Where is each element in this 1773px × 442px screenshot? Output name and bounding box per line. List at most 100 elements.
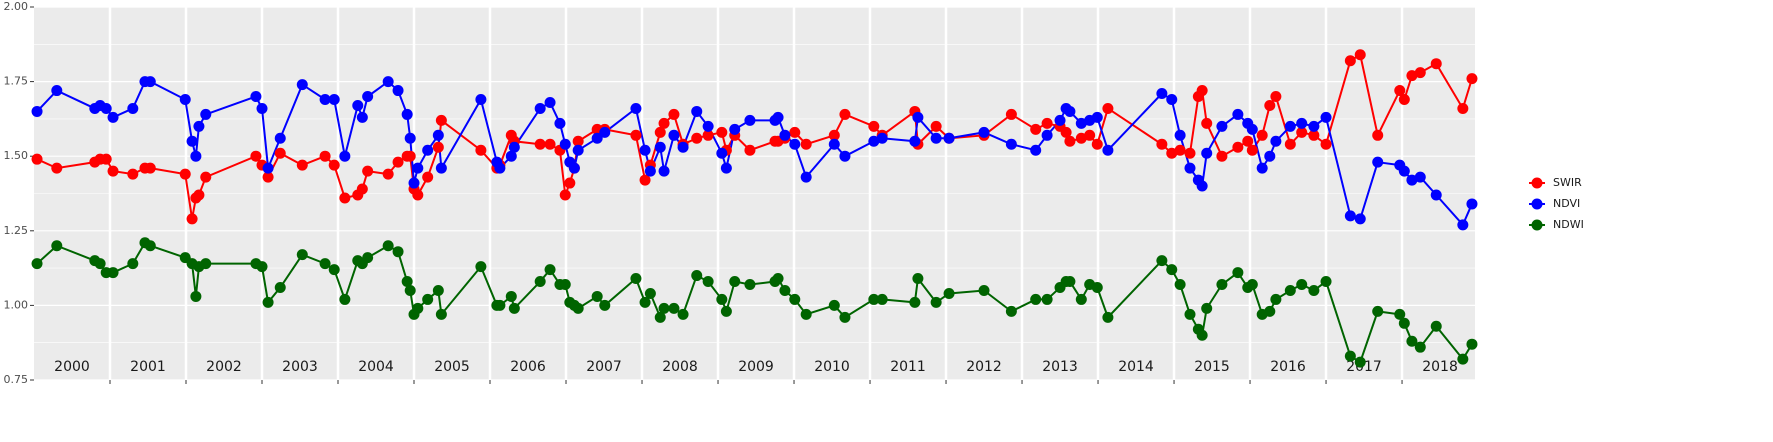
data-point [1270,135,1282,147]
data-point [639,296,651,308]
data-point [339,150,351,162]
data-point [744,114,756,126]
data-point [1344,210,1356,222]
data-point [654,126,666,138]
y-tick-label: 1.50 [4,149,29,162]
data-point [1232,267,1244,279]
data-point [1457,219,1469,231]
data-point [319,150,331,162]
legend-key [1531,198,1543,210]
data-point [729,123,741,135]
data-point [1398,317,1410,329]
data-point [1296,117,1308,129]
data-point [800,308,812,320]
data-point [127,102,139,114]
data-point [404,132,416,144]
data-point [544,96,556,108]
data-point [1406,70,1418,82]
data-point [1296,126,1308,138]
data-point [1296,279,1308,291]
data-point [1430,189,1442,201]
data-point [1344,350,1356,362]
data-point [475,94,487,106]
data-point [319,94,331,106]
data-point [1091,138,1103,150]
data-point [1102,144,1114,156]
data-point [644,165,656,177]
data-point [435,162,447,174]
data-point [1064,105,1076,117]
data-point [1466,198,1478,210]
data-point [1064,276,1076,288]
data-point [1246,123,1258,135]
data-point [31,153,43,165]
data-point [772,111,784,123]
data-point [1174,129,1186,141]
data-point [677,141,689,153]
data-point [1320,276,1332,288]
data-point [1156,88,1168,100]
data-point [356,183,368,195]
y-tick-label: 2.00 [4,0,29,13]
data-point [262,171,274,183]
data-point [1184,147,1196,159]
data-point [296,249,308,261]
data-point [408,177,420,189]
data-point [382,240,394,252]
data-point [144,76,156,88]
x-tick-label: 2015 [1194,359,1230,375]
x-tick-label: 2010 [814,359,850,375]
data-point [1372,156,1384,168]
data-point [1201,302,1213,314]
data-point [599,126,611,138]
data-point [868,120,880,132]
data-point [262,162,274,174]
legend-key [1531,177,1543,189]
data-point [868,135,880,147]
data-point [190,290,202,302]
data-point [1005,305,1017,317]
data-point [186,213,198,225]
data-point [362,252,374,264]
data-point [193,189,205,201]
data-point [1102,102,1114,114]
data-point [1174,144,1186,156]
data-point [1242,135,1254,147]
data-point [432,141,444,153]
data-point [658,117,670,129]
y-tick-label: 1.00 [4,298,29,311]
data-point [868,293,880,305]
data-point [31,105,43,117]
data-point [572,302,584,314]
data-point [1184,162,1196,174]
data-point [943,132,955,144]
data-point [100,153,112,165]
data-point [435,114,447,126]
data-point [250,91,262,103]
data-point [1054,114,1066,126]
data-point [475,261,487,273]
data-point [720,305,732,317]
data-point [127,258,139,270]
data-point [107,267,119,279]
data-point [828,138,840,150]
data-point [1084,129,1096,141]
y-tick-label: 1.25 [4,224,29,237]
data-point [319,258,331,270]
data-point [51,85,63,97]
data-point [1216,120,1228,132]
x-tick-label: 2011 [890,359,926,375]
legend-label: NDVI [1553,197,1580,210]
y-tick-label: 0.75 [4,373,29,386]
data-point [505,150,517,162]
data-point [839,150,851,162]
data-point [352,99,364,111]
data-point [392,85,404,97]
data-point [1264,150,1276,162]
data-point [876,293,888,305]
data-point [1201,147,1213,159]
x-tick-label: 2006 [510,359,546,375]
data-point [839,311,851,323]
data-point [296,79,308,91]
data-point [658,302,670,314]
